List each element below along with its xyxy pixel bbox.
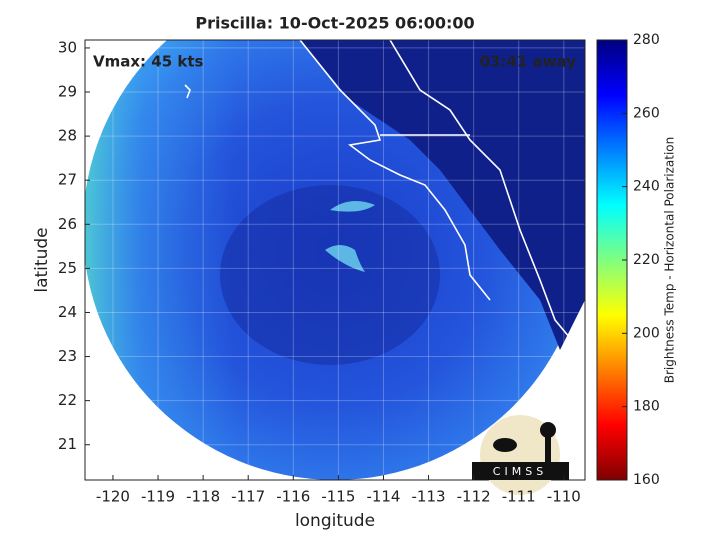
y-tick-label: 28 [58,127,77,145]
x-tick-label: -110 [547,488,581,506]
x-tick-label: -112 [457,488,491,506]
colorbar-tick-label: 280 [633,32,660,48]
colorbar-label: Brightness Temp - Horizontal Polarizatio… [663,137,677,384]
colorbar-tick-label: 160 [633,472,660,488]
y-tick-label: 23 [58,347,77,365]
x-tick-label: -117 [231,488,265,506]
x-tick-label: -119 [141,488,175,506]
logo: CIMSS [472,415,569,495]
title: Priscilla: 10-Oct-2025 06:00:00 [195,14,474,33]
annotation-vmax: Vmax: 45 kts [93,53,203,71]
colorbar-tick-label: 200 [633,325,660,341]
x-axis-label: longitude [295,511,375,531]
colorbar-tick-label: 180 [633,399,660,415]
x-tick-label: -120 [96,488,130,506]
colorbar-tick-label: 240 [633,179,660,195]
y-tick-label: 22 [58,391,77,409]
y-tick-label: 26 [58,215,77,233]
x-tick-label: -118 [186,488,220,506]
x-tick-label: -114 [366,488,400,506]
x-tick-label: -115 [321,488,355,506]
x-tick-label: -113 [412,488,446,506]
annotation-time: 03:41 away [480,53,577,71]
y-axis-label: latitude [32,227,52,292]
colorbar-tick-label: 220 [633,252,660,268]
y-tick-label: 25 [58,259,77,277]
x-tick-label: -116 [276,488,310,506]
y-tick-label: 27 [58,171,77,189]
y-tick-label: 21 [58,435,77,453]
satellite-swath [85,40,585,480]
x-tick-label: -111 [502,488,536,506]
y-tick-label: 30 [58,38,77,56]
logo-text: CIMSS [493,465,547,478]
land [300,40,585,350]
plot-frame [84,39,586,481]
colorbar-tick-label: 260 [633,105,660,121]
y-tick-label: 29 [58,83,77,101]
y-tick-label: 24 [58,303,77,321]
